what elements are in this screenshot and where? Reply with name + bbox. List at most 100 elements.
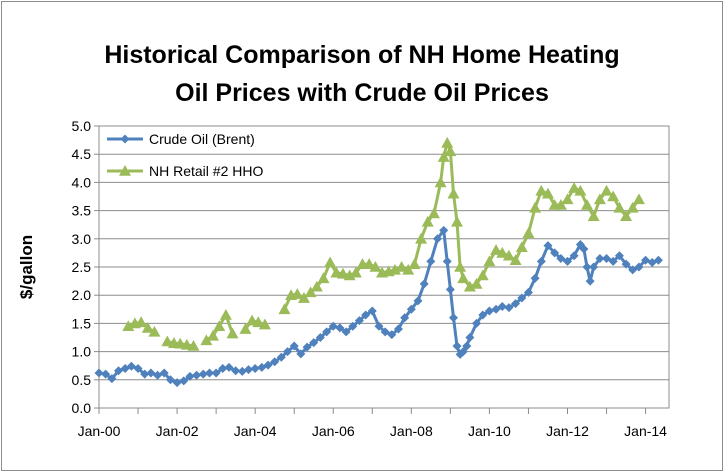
data-point-heating-oil — [626, 201, 639, 213]
chart-title-line-1: Historical Comparison of NH Home Heating — [104, 41, 620, 69]
y-axis-title: $/gallon — [17, 235, 36, 299]
data-point-heating-oil — [148, 325, 161, 337]
data-point-heating-oil — [441, 136, 454, 148]
data-point-heating-oil — [310, 280, 323, 292]
data-point-heating-oil — [620, 210, 633, 222]
data-point-heating-oil — [291, 288, 304, 299]
data-point-heating-oil — [496, 246, 509, 258]
data-point-crude-oil — [276, 352, 286, 362]
data-point-heating-oil — [457, 272, 470, 284]
data-point-crude-oil — [556, 254, 566, 264]
chart-title-line-2: Oil Prices with Crude Oil Prices — [175, 79, 549, 107]
axes: 0.0 0.5 1.0 1.5 2.0 2.5 3.0 3.5 4.0 4.5 5.0 Jan-00 J… — [72, 118, 668, 439]
y-tick-label: 1.0 — [72, 344, 92, 360]
data-point-crude-oil — [172, 378, 182, 388]
data-point-crude-oil — [367, 306, 377, 316]
data-point-heating-oil — [388, 263, 401, 275]
series-group — [94, 136, 663, 388]
data-point-crude-oil — [309, 338, 319, 348]
data-point-heating-oil — [369, 261, 382, 272]
data-point-crude-oil — [579, 244, 589, 254]
data-point-heating-oil — [135, 316, 148, 328]
data-point-crude-oil — [585, 276, 595, 286]
data-point-crude-oil — [387, 330, 397, 340]
data-point-crude-oil — [192, 370, 202, 380]
data-point-crude-oil — [335, 323, 345, 333]
data-point-crude-oil — [348, 321, 358, 331]
data-point-crude-oil — [426, 256, 436, 266]
data-point-crude-oil — [432, 234, 442, 244]
data-point-heating-oil — [427, 207, 440, 219]
data-point-heating-oil — [502, 249, 515, 261]
data-point-crude-oil — [504, 303, 514, 313]
x-tick-label: Jan-00 — [78, 423, 121, 439]
data-point-crude-oil — [218, 364, 228, 374]
data-point-heating-oil — [207, 329, 219, 341]
legend-item-crude-oil: Crude Oil (Brent) — [107, 131, 255, 147]
data-point-crude-oil — [179, 376, 189, 386]
data-point-heating-oil — [363, 258, 376, 269]
legend-label-crude-oil: Crude Oil (Brent) — [149, 131, 255, 147]
data-point-heating-oil — [349, 266, 362, 278]
data-point-heating-oil — [522, 227, 535, 238]
data-point-crude-oil — [302, 342, 312, 352]
data-point-heating-oil — [161, 335, 174, 347]
data-point-crude-oil — [296, 349, 306, 359]
data-point-heating-oil — [226, 327, 239, 339]
data-point-heating-oil — [213, 320, 226, 332]
data-point-crude-oil — [406, 304, 416, 314]
data-point-crude-oil — [653, 255, 663, 265]
data-point-heating-oil — [454, 261, 467, 272]
data-point-crude-oil — [582, 262, 592, 272]
data-point-crude-oil — [442, 256, 452, 266]
data-point-crude-oil — [361, 310, 371, 320]
data-point-crude-oil — [445, 285, 455, 295]
data-point-crude-oil — [589, 262, 599, 272]
data-point-heating-oil — [317, 272, 330, 284]
data-point-crude-oil — [328, 321, 338, 331]
data-point-crude-oil — [204, 368, 214, 378]
data-point-crude-oil — [569, 251, 579, 261]
data-point-heating-oil — [297, 292, 310, 303]
x-tick-label: Jan-10 — [468, 423, 511, 439]
data-point-heating-oil — [434, 176, 447, 188]
x-tick-label: Jan-04 — [234, 423, 277, 439]
data-point-crude-oil — [374, 321, 384, 331]
legend: Crude Oil (Brent) NH Retail #2 HHO — [107, 131, 263, 179]
data-point-crude-oil — [354, 316, 364, 326]
data-point-crude-oil — [621, 259, 631, 269]
data-point-heating-oil — [258, 318, 271, 330]
data-point-heating-oil — [402, 263, 415, 275]
data-point-heating-oil — [581, 198, 594, 210]
legend-item-heating-oil: NH Retail #2 HHO — [107, 163, 263, 179]
y-tick-label: 3.5 — [72, 203, 92, 219]
data-point-crude-oil — [511, 299, 521, 309]
data-point-heating-oil — [141, 321, 154, 333]
data-point-heating-oil — [122, 320, 135, 332]
gridlines — [99, 153, 669, 381]
data-point-heating-oil — [613, 201, 626, 213]
series-heating-oil — [122, 136, 645, 351]
data-point-heating-oil — [632, 193, 645, 205]
data-point-crude-oil — [602, 254, 612, 264]
data-point-crude-oil — [530, 273, 540, 283]
x-tick-label: Jan-06 — [312, 423, 355, 439]
data-point-heating-oil — [324, 256, 337, 268]
data-point-heating-oil — [408, 258, 421, 269]
data-point-crude-oil — [185, 371, 195, 381]
data-point-crude-oil — [289, 341, 299, 351]
data-point-crude-oil — [452, 341, 462, 351]
data-point-crude-oil — [101, 369, 111, 379]
legend-marker-heating-oil — [119, 165, 131, 176]
data-point-heating-oil — [535, 184, 548, 196]
data-point-heating-oil — [343, 269, 356, 281]
data-point-crude-oil — [224, 362, 234, 372]
data-point-crude-oil — [315, 333, 325, 342]
data-point-crude-oil — [413, 296, 423, 306]
data-point-heating-oil — [304, 286, 317, 298]
data-point-crude-oil — [198, 369, 208, 379]
data-point-heating-oil — [587, 210, 600, 222]
data-point-crude-oil — [439, 225, 449, 235]
